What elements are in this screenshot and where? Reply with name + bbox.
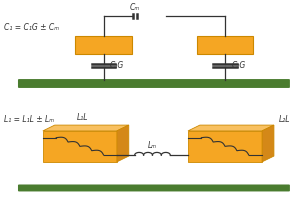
Text: C₁G: C₁G [110, 61, 124, 70]
Polygon shape [117, 125, 129, 162]
FancyBboxPatch shape [18, 79, 290, 88]
Text: L₁ = L₁L ± Lₘ: L₁ = L₁L ± Lₘ [4, 115, 54, 124]
Text: L₂L: L₂L [278, 115, 290, 124]
Bar [43, 131, 117, 162]
Polygon shape [188, 125, 274, 131]
Text: C₂G: C₂G [231, 61, 246, 70]
FancyBboxPatch shape [18, 184, 290, 191]
Polygon shape [43, 125, 129, 131]
Bar [75, 36, 132, 54]
Text: L₁L: L₁L [76, 113, 88, 122]
Text: C₁ = C₁G ± Cₘ: C₁ = C₁G ± Cₘ [4, 23, 59, 32]
Polygon shape [262, 125, 274, 162]
Bar [188, 131, 262, 162]
Bar [197, 36, 253, 54]
Text: Lₘ: Lₘ [148, 141, 157, 150]
Text: Cₘ: Cₘ [130, 3, 140, 12]
